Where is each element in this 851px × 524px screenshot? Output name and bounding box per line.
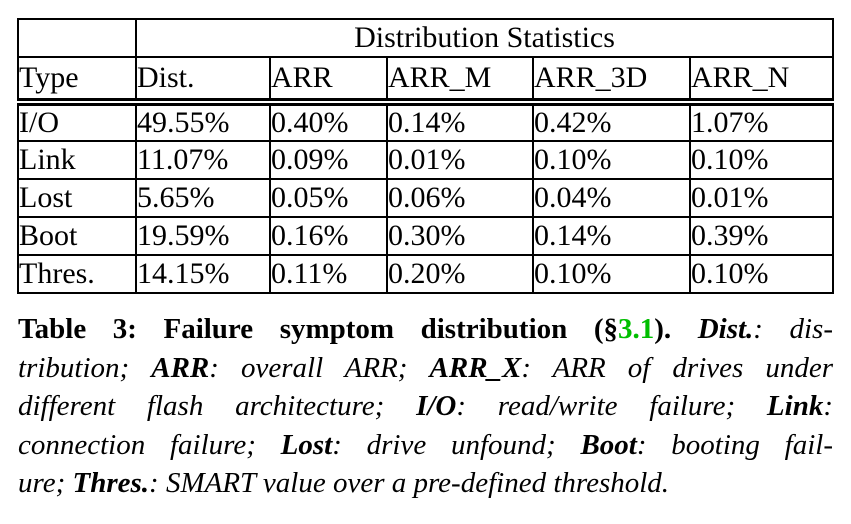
table-cell: 1.07% [689,101,834,142]
group-header-cell: Distribution Statistics [135,18,834,58]
col-header-arr-n: ARR_N [689,56,834,106]
column-header-row: Type Dist. ARR ARR_M ARR_3D ARR_N [17,56,834,106]
table-cell: 0.30% [386,216,534,256]
table-cell: 0.10% [532,254,691,294]
table-caption: Table 3: Failure symptom distribution (§… [18,310,833,503]
caption-line: ure; Thres.: SMART value over a pre-defi… [18,464,833,503]
table-cell: 11.07% [135,140,271,180]
caption-line: connection failure; Lost: drive unfound;… [18,426,833,465]
col-header-dist: Dist. [135,56,271,106]
caption-segment: ). [654,313,698,345]
table-cell: 0.06% [386,178,534,218]
caption-term: I/O [416,390,457,423]
table-row-link: Link 11.07% 0.09% 0.01% 0.10% 0.10% [17,140,834,180]
caption-segment: connection failure; [18,428,281,461]
table-cell: 0.20% [386,254,534,294]
caption-line: Table 3: Failure symptom distribution (§… [18,310,833,349]
table-cell: 0.05% [269,178,388,218]
row-label: Link [17,140,137,180]
caption-term: Dist. [697,313,754,345]
caption-segment: : overall ARR; [209,351,430,384]
table-cell: 0.16% [269,216,388,256]
col-header-arr-m: ARR_M [386,56,534,106]
row-label: Lost [17,178,137,218]
caption-term: Lost [280,428,333,461]
table-row-thres: Thres. 14.15% 0.11% 0.20% 0.10% 0.10% [17,254,834,294]
caption-term: ARR [151,351,210,384]
table-cell: 49.55% [135,101,271,142]
row-label: Boot [17,216,137,256]
caption-segment: : drive unfound; [332,428,581,461]
table-row-lost: Lost 5.65% 0.05% 0.06% 0.04% 0.01% [17,178,834,218]
table-cell: 0.10% [689,254,834,294]
caption-term: Boot [580,428,637,461]
caption-term: Thres. [72,467,150,500]
col-header-arr: ARR [269,56,388,106]
caption-segment: : booting fail- [636,428,833,461]
caption-line: different flash architecture; I/O: read/… [18,387,833,426]
corner-cell [17,18,137,58]
table-cell: 0.04% [532,178,691,218]
table-cell: 14.15% [135,254,271,294]
caption-segment: : read/write failure; [456,390,767,423]
caption-segment: : ARR of drives under [521,351,834,384]
table-row-io: I/O 49.55% 0.40% 0.14% 0.42% 1.07% [17,101,834,142]
table-cell: 0.39% [689,216,834,256]
table-cell: 0.01% [689,178,834,218]
table-cell: 0.10% [689,140,834,180]
caption-term: ARR_X [429,351,522,384]
caption-segment: : SMART value over a pre-defined thresho… [149,467,670,500]
table-cell: 0.14% [532,216,691,256]
table-cell: 19.59% [135,216,271,256]
caption-segment: : dis- [753,313,833,345]
group-header-row: Distribution Statistics [17,18,834,58]
failure-symptom-table: Distribution Statistics Type Dist. ARR A… [17,18,834,294]
row-label: I/O [17,101,137,142]
caption-segment: ure; [18,467,73,500]
row-label: Thres. [17,254,137,294]
col-header-arr-3d: ARR_3D [532,56,691,106]
caption-term: Link [766,390,824,423]
table-cell: 0.01% [386,140,534,180]
table-row-boot: Boot 19.59% 0.16% 0.30% 0.14% 0.39% [17,216,834,256]
table-cell: 0.09% [269,140,388,180]
caption-segment: different flash architecture; [18,390,417,423]
col-header-type: Type [17,56,137,106]
table-cell: 5.65% [135,178,271,218]
caption-label: Table 3: Failure symptom distribution (§ [18,313,618,345]
table-cell: 0.40% [269,101,388,142]
table-cell: 0.10% [532,140,691,180]
caption-segment: : [823,390,833,423]
table-cell: 0.14% [386,101,534,142]
table-cell: 0.42% [532,101,691,142]
caption-segment: tribution; [18,351,152,384]
table-cell: 0.11% [269,254,388,294]
section-link[interactable]: 3.1 [617,313,655,345]
caption-line: tribution; ARR: overall ARR; ARR_X: ARR … [18,349,833,388]
